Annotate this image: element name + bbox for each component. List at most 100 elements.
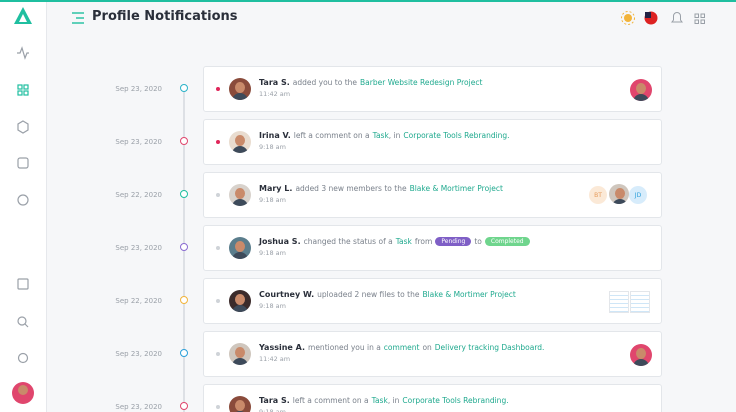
user-name: Irina V.	[259, 131, 291, 140]
link[interactable]: Blake & Mortimer Project	[409, 184, 503, 193]
link[interactable]: Task	[371, 396, 388, 405]
user-name: Mary L.	[259, 184, 293, 193]
notification-card[interactable]: Joshua S. changed the status of a Task from…	[203, 225, 662, 271]
notification-card[interactable]: Mary L. added 3 new members to the Blake &…	[203, 172, 662, 218]
message-text: added you to the	[292, 78, 358, 87]
status-badge: Pending	[435, 237, 472, 246]
notification-card[interactable]: Irina V. left a comment on a Task, in Corpo…	[203, 119, 662, 165]
time: 9:18 am	[259, 143, 286, 151]
notification-card[interactable]: Tara S. added you to the Barber Website Re…	[203, 66, 662, 112]
bell-icon[interactable]	[671, 12, 683, 23]
chip-icon[interactable]	[17, 157, 29, 169]
layout-icon[interactable]	[17, 278, 29, 290]
message-text: left a comment on a	[293, 131, 370, 140]
message-text: added 3 new members to the	[295, 184, 407, 193]
read-dot	[216, 405, 220, 409]
notification-card[interactable]: Courtney W. uploaded 2 new files to the Bl…	[203, 278, 662, 324]
link[interactable]: Task	[372, 131, 389, 140]
message-text: on	[422, 343, 432, 352]
time: 9:18 am	[259, 249, 286, 257]
avatar	[630, 344, 652, 366]
timeline-dot	[180, 349, 188, 357]
avatar-body	[633, 94, 649, 101]
activity-icon[interactable]	[17, 46, 29, 60]
avatar	[229, 396, 251, 412]
message: Tara S. added you to the Barber Website Re…	[259, 78, 485, 87]
user-name: Yassine A.	[259, 343, 306, 352]
link[interactable]: comment	[383, 343, 420, 352]
avatar-face	[235, 82, 245, 93]
time: 11:42 am	[259, 355, 291, 363]
date: Sep 23, 2020	[115, 138, 162, 146]
link[interactable]: Delivery tracking Dashboard.	[434, 343, 545, 352]
link[interactable]: Task	[395, 237, 412, 246]
avatar	[229, 237, 251, 259]
user-name: Tara S.	[259, 396, 290, 405]
chat-icon[interactable]	[17, 194, 29, 206]
message: Courtney W. uploaded 2 new files to the Bl…	[259, 290, 519, 299]
notification-card[interactable]: Yassine A. mentioned you in a comment on Del…	[203, 331, 662, 377]
user-name: Tara S.	[259, 78, 290, 87]
date: Sep 23, 2020	[115, 350, 162, 358]
message: Tara S. left a comment on a Task, in Corpor…	[259, 396, 512, 405]
link[interactable]: Barber Website Redesign Project	[360, 78, 483, 87]
message-text: to	[474, 237, 482, 246]
status-badge: Completed	[484, 237, 530, 246]
file-thumbnail[interactable]	[630, 291, 650, 313]
avatar-body	[232, 305, 248, 312]
date: Sep 23, 2020	[115, 85, 162, 93]
avatar-face	[636, 83, 646, 94]
unread-dot	[216, 140, 220, 144]
avatar	[229, 184, 251, 206]
time: 11:42 am	[259, 90, 291, 98]
link[interactable]: Corporate Tools Rebranding.	[402, 396, 509, 405]
avatar	[609, 184, 629, 204]
avatar	[229, 78, 251, 100]
unread-dot	[216, 87, 220, 91]
file-thumbnail[interactable]	[609, 291, 629, 313]
box-icon[interactable]	[17, 120, 29, 134]
timeline-dot	[180, 137, 188, 145]
menu-icon[interactable]	[72, 12, 86, 24]
search-icon[interactable]	[17, 316, 27, 326]
timeline-dot	[180, 84, 188, 92]
message-text: from	[414, 237, 433, 246]
notification-card[interactable]: Tara S. left a comment on a Task, in Corpor…	[203, 384, 662, 412]
avatar	[229, 343, 251, 365]
avatar-face	[636, 348, 646, 359]
settings-icon[interactable]	[17, 352, 29, 364]
dashboard-icon[interactable]	[17, 84, 29, 96]
theme-toggle[interactable]	[624, 14, 632, 22]
avatar-face	[235, 347, 245, 358]
message-text: left a comment on a	[292, 396, 369, 405]
read-dot	[216, 193, 220, 197]
link[interactable]: Corporate Tools Rebranding.	[403, 131, 510, 140]
read-dot	[216, 352, 220, 356]
avatar-face	[235, 294, 245, 305]
avatar	[630, 79, 652, 101]
apps-icon[interactable]	[694, 13, 705, 24]
message-text: , in	[387, 396, 400, 405]
message: Yassine A. mentioned you in a comment on Del…	[259, 343, 547, 352]
page-title: Profile Notifications	[92, 9, 238, 24]
message-text: changed the status of a	[303, 237, 393, 246]
header: Profile Notifications	[47, 2, 736, 36]
time: 9:18 am	[259, 196, 286, 204]
link[interactable]: Blake & Mortimer Project	[422, 290, 516, 299]
avatar-face	[235, 188, 245, 199]
timeline-dot	[180, 190, 188, 198]
message-text: mentioned you in a	[308, 343, 381, 352]
avatar	[229, 131, 251, 153]
sidebar	[0, 2, 47, 412]
avatar-face	[235, 400, 245, 411]
message: Mary L. added 3 new members to the Blake &…	[259, 184, 506, 193]
message-text: , in	[388, 131, 401, 140]
timeline-dot	[180, 402, 188, 410]
avatar-face	[235, 241, 245, 252]
avatar	[229, 290, 251, 312]
avatar-body	[232, 358, 248, 365]
avatar-body	[612, 199, 628, 204]
timeline-dot	[180, 296, 188, 304]
header-actions	[621, 11, 705, 25]
